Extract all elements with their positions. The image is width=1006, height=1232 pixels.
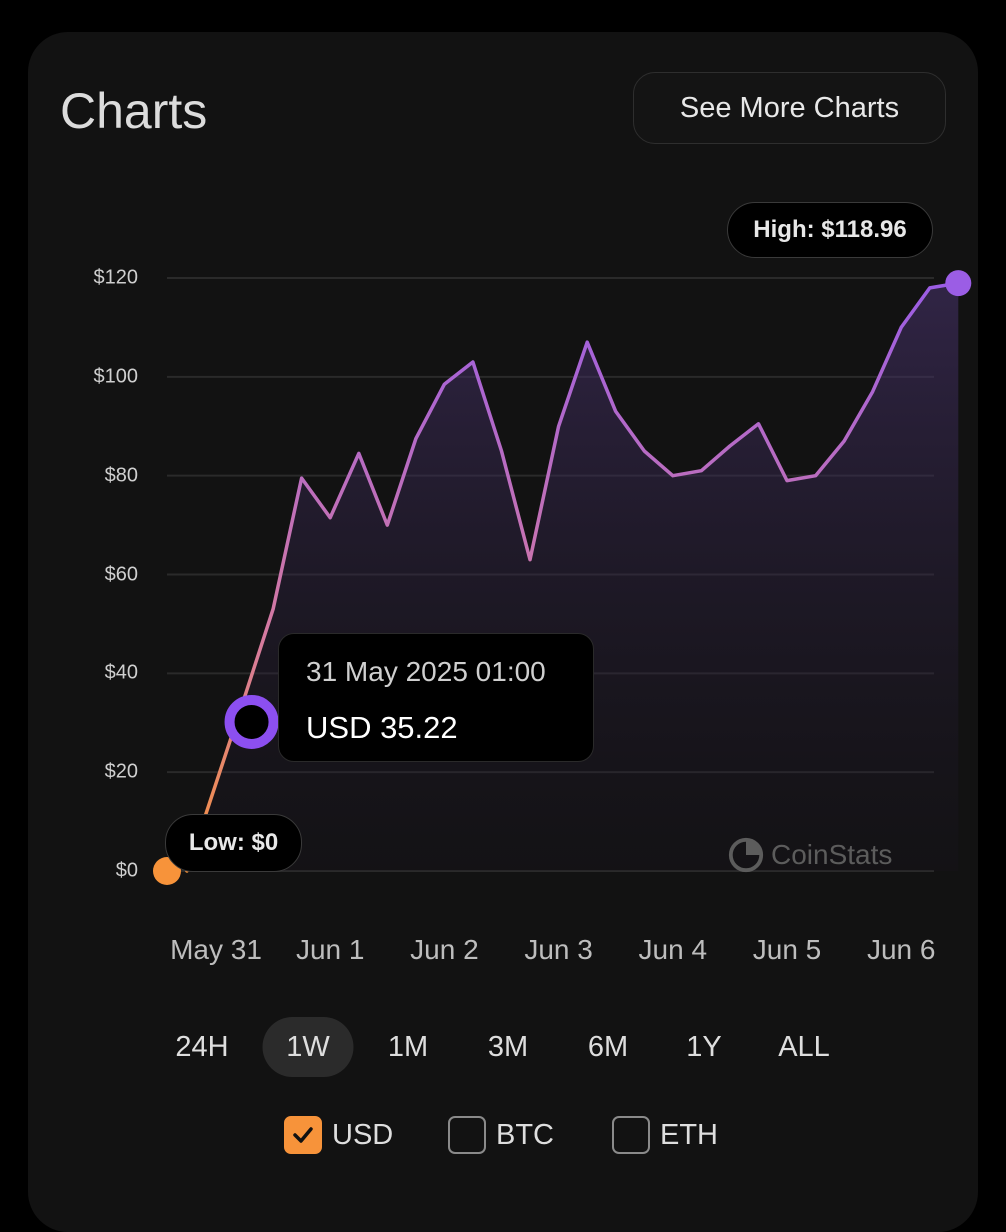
currency-toggle-btc[interactable]: BTC xyxy=(448,1116,554,1154)
x-tick-label: Jun 4 xyxy=(638,934,708,965)
currency-toggle-usd[interactable]: USD xyxy=(284,1116,393,1154)
y-tick-label: $100 xyxy=(93,365,139,388)
x-tick-label: Jun 3 xyxy=(524,934,593,965)
price-area xyxy=(187,283,959,872)
x-tick-label: Jun 2 xyxy=(410,934,479,965)
range-button-24h[interactable]: 24H xyxy=(175,1030,229,1063)
low-badge: Low: $0 xyxy=(165,814,302,872)
checkbox[interactable] xyxy=(448,1116,486,1154)
range-button-1m[interactable]: 1M xyxy=(387,1030,429,1063)
currency-toggle-eth[interactable]: ETH xyxy=(612,1116,718,1154)
y-tick-label: $80 xyxy=(104,464,138,487)
coinstats-watermark: CoinStats xyxy=(727,836,892,874)
currency-label: BTC xyxy=(496,1118,554,1151)
high-badge: High: $118.96 xyxy=(727,202,933,258)
currency-label: ETH xyxy=(660,1118,718,1151)
checkbox[interactable] xyxy=(612,1116,650,1154)
coinstats-logo-icon xyxy=(728,837,764,873)
range-button-1w[interactable]: 1W xyxy=(262,1017,354,1077)
y-tick-label: $120 xyxy=(93,266,139,289)
highlighted-point[interactable] xyxy=(224,694,279,749)
range-button-1y[interactable]: 1Y xyxy=(686,1030,722,1063)
x-tick-label: Jun 5 xyxy=(752,934,822,965)
x-tick-label: Jun 1 xyxy=(295,934,365,965)
checkbox[interactable] xyxy=(284,1116,322,1154)
price-tooltip: 31 May 2025 01:00 USD 35.22 xyxy=(278,633,594,762)
tooltip-value: USD 35.22 xyxy=(306,710,458,745)
range-button-3m[interactable]: 3M xyxy=(487,1030,529,1063)
price-line xyxy=(185,281,961,873)
y-tick-label: $40 xyxy=(104,661,138,684)
range-button-all[interactable]: ALL xyxy=(778,1030,830,1063)
y-tick-label: $60 xyxy=(104,563,138,585)
x-tick-label: Jun 6 xyxy=(866,934,936,965)
range-button-6m[interactable]: 6M xyxy=(587,1030,629,1063)
see-more-charts-button[interactable]: See More Charts xyxy=(633,72,946,144)
page-title: Charts xyxy=(60,83,208,139)
high-point xyxy=(945,270,972,297)
currency-label: USD xyxy=(332,1118,394,1151)
watermark-text: CoinStats xyxy=(771,839,893,870)
tooltip-date: 31 May 2025 01:00 xyxy=(306,656,546,687)
y-tick-label: $0 xyxy=(115,859,138,882)
checkmark-icon xyxy=(293,1127,313,1143)
x-tick-label: May 31 xyxy=(170,934,262,965)
y-tick-label: $20 xyxy=(104,760,138,783)
